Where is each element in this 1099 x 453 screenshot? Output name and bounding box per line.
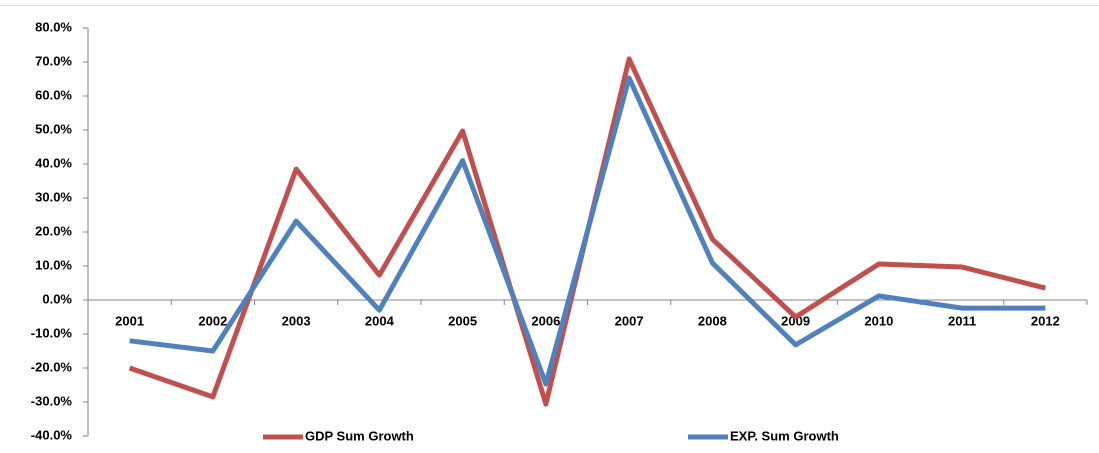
y-tick-label: 50.0% (35, 121, 72, 136)
legend-label: EXP. Sum Growth (730, 428, 839, 443)
x-tick-label: 2004 (365, 313, 395, 328)
y-tick-label: 60.0% (35, 87, 72, 102)
y-tick-label: 20.0% (35, 223, 72, 238)
y-tick-label: 40.0% (35, 155, 72, 170)
y-tick-label: -20.0% (31, 359, 73, 374)
x-tick-label: 2012 (1031, 313, 1060, 328)
x-tick-label: 2009 (781, 313, 810, 328)
y-tick-label: 80.0% (35, 19, 72, 34)
y-tick-label: 0.0% (42, 291, 72, 306)
series-line (129, 75, 1046, 387)
y-tick-label: -10.0% (31, 325, 73, 340)
x-tick-label: 2006 (531, 313, 560, 328)
y-tick-label: 10.0% (35, 257, 72, 272)
y-tick-label: 70.0% (35, 53, 72, 68)
x-tick-label: 2002 (198, 313, 227, 328)
legend-label: GDP Sum Growth (305, 428, 414, 443)
x-tick-label: 2008 (698, 313, 727, 328)
x-tick-label: 2007 (615, 313, 644, 328)
y-tick-label: -40.0% (31, 427, 73, 442)
x-tick-label: 2005 (448, 313, 477, 328)
x-tick-label: 2001 (115, 313, 144, 328)
y-tick-label: -30.0% (31, 393, 73, 408)
x-tick-label: 2003 (282, 313, 311, 328)
x-tick-label: 2011 (948, 313, 976, 328)
y-tick-label: 30.0% (35, 189, 72, 204)
x-tick-label: 2010 (864, 313, 893, 328)
